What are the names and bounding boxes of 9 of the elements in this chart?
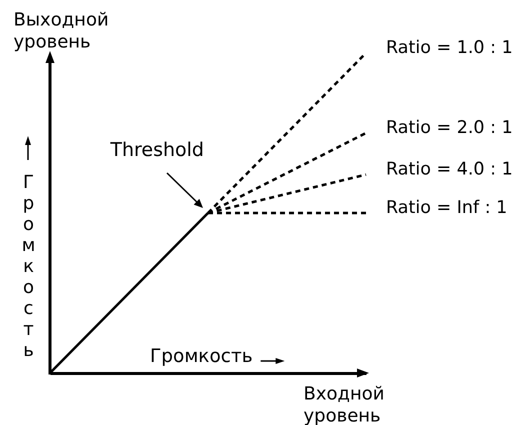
- series-label: Ratio = 4.0 : 1: [386, 160, 513, 180]
- text: Громкость: [18, 172, 39, 361]
- y-axis-title: Выходной уровень: [14, 10, 109, 52]
- annotation: Громкость: [150, 346, 253, 367]
- series-label: Ratio = 1.0 : 1: [386, 38, 513, 58]
- series-label: Ratio = Inf : 1: [386, 198, 508, 218]
- series-label: Ratio = 2.0 : 1: [386, 118, 513, 138]
- x-axis-title: Входной уровень: [304, 384, 384, 425]
- annotation: Threshold: [110, 139, 204, 161]
